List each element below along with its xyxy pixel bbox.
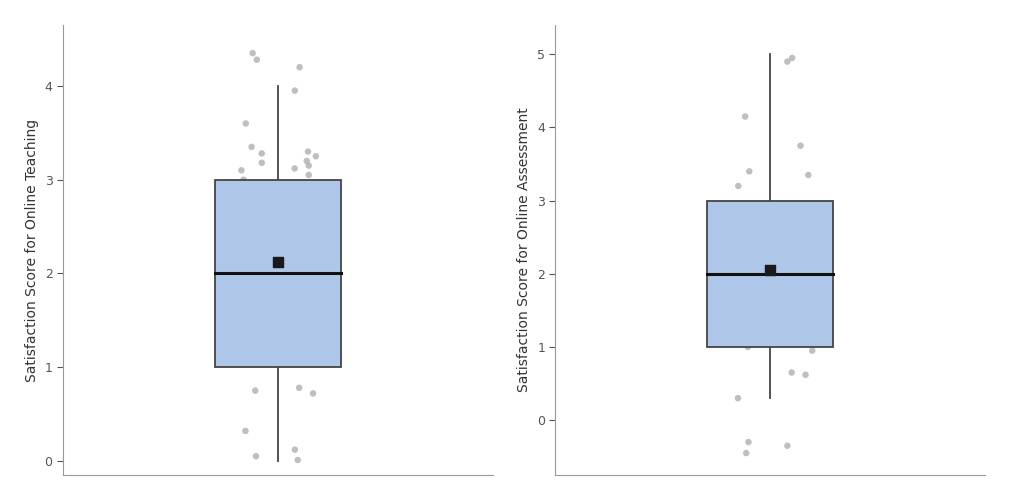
Point <box>244 49 261 57</box>
Point <box>793 230 809 237</box>
Point <box>784 54 800 62</box>
Point <box>248 56 265 64</box>
Point <box>231 190 247 198</box>
Point <box>740 438 756 446</box>
Point <box>237 120 254 128</box>
Point <box>739 343 755 351</box>
Point <box>793 142 809 150</box>
Point <box>805 281 821 289</box>
Point <box>730 182 746 190</box>
Point <box>782 262 798 270</box>
Point <box>290 456 306 464</box>
Point <box>807 237 823 245</box>
FancyBboxPatch shape <box>215 180 340 367</box>
Point <box>798 371 814 379</box>
Point <box>741 168 758 175</box>
Point <box>287 446 303 454</box>
Point <box>233 166 249 174</box>
FancyBboxPatch shape <box>707 200 833 347</box>
Point <box>243 143 260 151</box>
Point <box>800 171 816 179</box>
Point <box>308 152 324 160</box>
Point <box>800 252 816 260</box>
Point <box>235 176 251 184</box>
Point <box>312 340 328 348</box>
Point <box>270 258 286 266</box>
Y-axis label: Satisfaction Score for Online Assessment: Satisfaction Score for Online Assessment <box>517 108 531 393</box>
Point <box>290 232 306 240</box>
Point <box>780 442 796 450</box>
Point <box>737 112 753 120</box>
Point <box>746 226 763 234</box>
Point <box>746 218 763 226</box>
Point <box>301 171 317 179</box>
Point <box>726 233 742 241</box>
Point <box>738 449 754 457</box>
Point <box>287 164 303 172</box>
Point <box>736 204 752 212</box>
Point <box>287 86 303 94</box>
Point <box>247 452 264 460</box>
Point <box>314 185 330 193</box>
Point <box>242 335 259 343</box>
Y-axis label: Satisfaction Score for Online Teaching: Satisfaction Score for Online Teaching <box>25 118 39 382</box>
Point <box>730 394 746 402</box>
Point <box>724 248 740 256</box>
Point <box>779 222 795 230</box>
Point <box>791 211 807 219</box>
Point <box>247 386 264 394</box>
Point <box>804 346 820 354</box>
Point <box>780 58 796 66</box>
Point <box>305 390 321 398</box>
Point <box>254 159 270 167</box>
Point <box>793 215 809 223</box>
Point <box>292 63 308 71</box>
Point <box>241 227 258 235</box>
Point <box>763 266 779 274</box>
Point <box>291 384 307 392</box>
Point <box>308 199 324 207</box>
Point <box>804 244 820 252</box>
Point <box>734 288 750 296</box>
Point <box>301 162 317 170</box>
Point <box>254 150 270 158</box>
Point <box>231 236 247 244</box>
Point <box>784 368 800 376</box>
Point <box>237 427 254 435</box>
Point <box>728 240 744 248</box>
Point <box>299 157 315 165</box>
Point <box>734 255 750 263</box>
Point <box>311 194 327 202</box>
Point <box>723 277 739 285</box>
Point <box>300 148 316 156</box>
Point <box>313 242 329 250</box>
